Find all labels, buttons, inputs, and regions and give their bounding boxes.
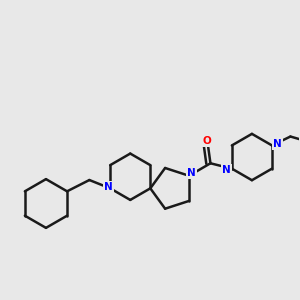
Text: N: N xyxy=(104,182,113,192)
Text: N: N xyxy=(187,168,196,178)
Text: O: O xyxy=(202,136,211,146)
Text: N: N xyxy=(222,165,231,175)
Text: N: N xyxy=(273,139,282,149)
